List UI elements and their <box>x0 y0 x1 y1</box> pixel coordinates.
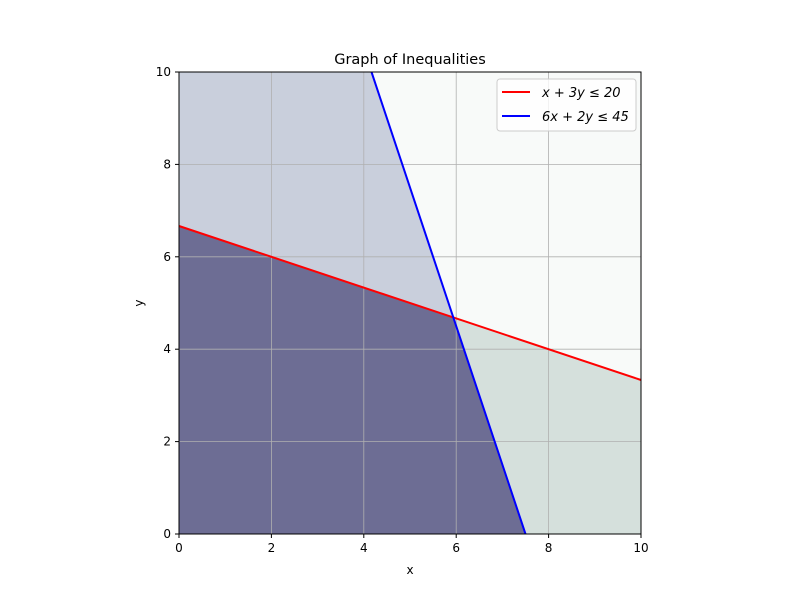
inequality-lines <box>178 71 642 535</box>
x-tick-label: 2 <box>268 541 276 555</box>
feasible-regions <box>179 72 641 534</box>
legend: x + 3y ≤ 20 6x + 2y ≤ 45 <box>496 78 637 132</box>
x-tick-label: 8 <box>545 541 553 555</box>
x-tick-label: 4 <box>360 541 368 555</box>
y-tick-label: 4 <box>163 342 171 356</box>
region-first-only <box>453 317 641 534</box>
axis-ticks: 0 2 4 6 8 10 0 2 4 6 8 10 <box>156 65 649 555</box>
legend-label-1: x + 3y ≤ 20 <box>541 86 621 101</box>
region-second-only <box>179 72 454 318</box>
y-tick-label: 6 <box>163 250 171 264</box>
y-tick-label: 8 <box>163 157 171 171</box>
chart-title: Graph of Inequalities <box>334 52 486 68</box>
region-both <box>179 226 526 534</box>
y-axis-label: y <box>132 299 146 306</box>
boundary-line-1 <box>178 225 642 381</box>
y-tick-label: 10 <box>156 65 171 79</box>
plot-frame <box>178 71 642 535</box>
x-axis-label: x <box>406 563 413 577</box>
legend-label-2: 6x + 2y ≤ 45 <box>542 110 629 125</box>
legend-box <box>496 78 637 132</box>
y-tick-label: 0 <box>163 527 171 541</box>
x-tick-label: 6 <box>452 541 460 555</box>
boundary-line-2 <box>370 71 527 535</box>
x-tick-label: 10 <box>633 541 648 555</box>
y-tick-label: 2 <box>163 435 171 449</box>
region-neither <box>371 72 641 380</box>
x-tick-label: 0 <box>175 541 183 555</box>
